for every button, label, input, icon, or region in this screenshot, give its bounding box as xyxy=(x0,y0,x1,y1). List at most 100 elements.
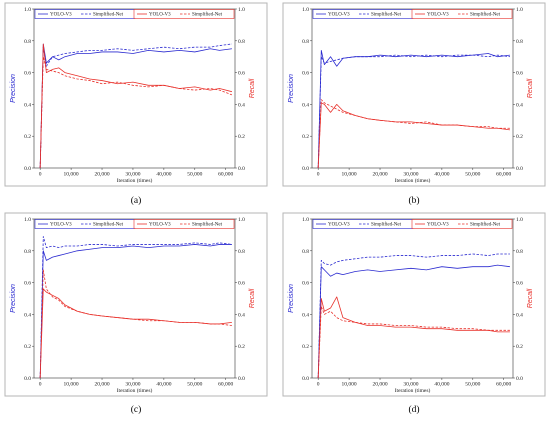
y-tick-label-left: 0.6 xyxy=(24,281,31,287)
panel-caption: (b) xyxy=(408,195,419,206)
legend-label: YOLO-V3 xyxy=(50,223,72,228)
legend-label: Simplified-Net xyxy=(371,13,402,18)
y-tick-label-left: 0.8 xyxy=(24,39,31,45)
y-tick-label-right: 1.0 xyxy=(238,217,245,223)
y-tick-label-right: 0.6 xyxy=(516,71,523,77)
x-tick-label: 20,000 xyxy=(94,382,109,388)
y-tick-label-left: 0.2 xyxy=(302,134,309,140)
x-tick-label: 10,000 xyxy=(342,172,357,178)
x-axis-title: Iteration (times) xyxy=(395,387,431,394)
y-tick-label-left: 1.0 xyxy=(24,217,31,223)
y-tick-label-right: 0.4 xyxy=(516,102,523,108)
legend-label: YOLO-V3 xyxy=(149,13,171,18)
y-tick-label-right: 0.4 xyxy=(516,312,523,318)
y-tick-label-right: 0.8 xyxy=(238,39,245,45)
x-axis-title: Iteration (times) xyxy=(117,387,153,394)
panel-caption: (c) xyxy=(131,404,142,415)
legend-precision: YOLO-V3 Simplified-Net xyxy=(312,9,414,19)
x-tick-label: 60,000 xyxy=(496,172,511,178)
x-tick-label: 0 xyxy=(39,172,42,178)
legend-label: Simplified-Net xyxy=(93,223,124,228)
y-tick-label-right: 0.2 xyxy=(238,344,245,350)
legend-label: Simplified-Net xyxy=(470,223,501,228)
y-tick-label-right: 0.6 xyxy=(238,71,245,77)
y-tick-label-right: 0.6 xyxy=(516,281,523,287)
y-tick-label-left: 0.6 xyxy=(302,281,309,287)
plot-area xyxy=(33,8,236,169)
y-tick-label-left: 0.2 xyxy=(24,134,31,140)
x-axis-title: Iteration (times) xyxy=(395,177,431,184)
y-tick-label-right: 0.0 xyxy=(516,376,523,382)
series-line-recall-simplified-net xyxy=(317,306,510,379)
series-line-precision-simplified-net xyxy=(39,236,232,379)
x-tick-label: 20,000 xyxy=(94,172,109,178)
x-tick-label: 40,000 xyxy=(156,172,171,178)
x-tick-label: 50,000 xyxy=(187,382,202,388)
panel-caption: (a) xyxy=(131,195,142,206)
series-line-precision-yolo-v3 xyxy=(317,49,510,169)
x-tick-label: 10,000 xyxy=(64,172,79,178)
x-tick-label: 30,000 xyxy=(403,172,418,178)
x-tick-label: 20,000 xyxy=(372,382,387,388)
y-axis-title-precision: Precision xyxy=(288,74,295,103)
chart-panel: 0 10,000 20,000 30,000 40,000 50,000 60,000 0.0… xyxy=(4,2,268,187)
series-line-recall-yolo-v3 xyxy=(39,43,233,169)
plot-area xyxy=(33,218,236,379)
y-axis-title-recall: Recall xyxy=(527,288,534,308)
y-tick-label-right: 0.8 xyxy=(238,249,245,255)
x-tick-label: 0 xyxy=(317,382,320,388)
x-tick-label: 10,000 xyxy=(342,382,357,388)
y-tick-label-right: 0.4 xyxy=(238,312,245,318)
legend-recall: YOLO-V3 Simplified-Net xyxy=(133,9,235,19)
legend-label: YOLO-V3 xyxy=(328,223,350,228)
y-tick-label-right: 1.0 xyxy=(238,7,245,13)
y-axis-title-recall: Recall xyxy=(249,78,256,98)
legend-recall: YOLO-V3 Simplified-Net xyxy=(411,9,513,19)
x-tick-label: 0 xyxy=(39,382,42,388)
legend-precision: YOLO-V3 Simplified-Net xyxy=(34,219,136,229)
chart-panel: 0 10,000 20,000 30,000 40,000 50,000 60,000 0.0… xyxy=(282,212,546,397)
plot-area xyxy=(311,8,514,169)
y-tick-label-right: 0.0 xyxy=(238,376,245,382)
legend-label: Simplified-Net xyxy=(192,13,223,18)
y-tick-label-left: 0.4 xyxy=(24,102,31,108)
y-tick-label-left: 0.8 xyxy=(302,39,309,45)
x-tick-label: 0 xyxy=(317,172,320,178)
y-axis-title-precision: Precision xyxy=(288,284,295,313)
y-axis-title-recall: Recall xyxy=(527,78,534,98)
series-line-precision-simplified-net xyxy=(39,43,232,169)
y-tick-label-left: 0.4 xyxy=(24,312,31,318)
y-tick-label-left: 0.8 xyxy=(302,249,309,255)
x-tick-label: 60,000 xyxy=(218,172,233,178)
legend-recall: YOLO-V3 Simplified-Net xyxy=(133,219,235,229)
chart-panel: 0 10,000 20,000 30,000 40,000 50,000 60,000 0.0… xyxy=(4,212,268,397)
legend-label: Simplified-Net xyxy=(371,223,402,228)
x-tick-label: 30,000 xyxy=(125,382,140,388)
y-tick-label-right: 0.2 xyxy=(238,134,245,140)
y-tick-label-right: 0.0 xyxy=(238,166,245,172)
x-tick-label: 50,000 xyxy=(187,172,202,178)
y-tick-label-left: 0.2 xyxy=(302,344,309,350)
y-tick-label-left: 0.0 xyxy=(24,166,31,172)
legend-label: YOLO-V3 xyxy=(149,223,171,228)
y-tick-label-right: 0.6 xyxy=(238,281,245,287)
plot-area xyxy=(311,218,514,379)
y-tick-label-left: 0.6 xyxy=(302,71,309,77)
y-tick-label-left: 0.0 xyxy=(302,166,309,172)
y-axis-title-precision: Precision xyxy=(10,284,17,313)
legend-label: Simplified-Net xyxy=(93,13,124,18)
series-line-precision-yolo-v3 xyxy=(317,264,510,379)
legend-label: Simplified-Net xyxy=(192,223,223,228)
x-tick-label: 20,000 xyxy=(372,172,387,178)
series-line-recall-yolo-v3 xyxy=(39,288,232,379)
legend-label: YOLO-V3 xyxy=(427,13,449,18)
legend-label: YOLO-V3 xyxy=(50,13,72,18)
y-tick-label-right: 0.2 xyxy=(516,134,523,140)
legend-label: YOLO-V3 xyxy=(328,13,350,18)
x-tick-label: 60,000 xyxy=(218,382,233,388)
x-tick-label: 50,000 xyxy=(465,172,480,178)
x-tick-label: 60,000 xyxy=(496,382,511,388)
chart-panel: 0 10,000 20,000 30,000 40,000 50,000 60,000 0.0… xyxy=(282,2,546,187)
series-line-precision-yolo-v3 xyxy=(39,244,232,379)
